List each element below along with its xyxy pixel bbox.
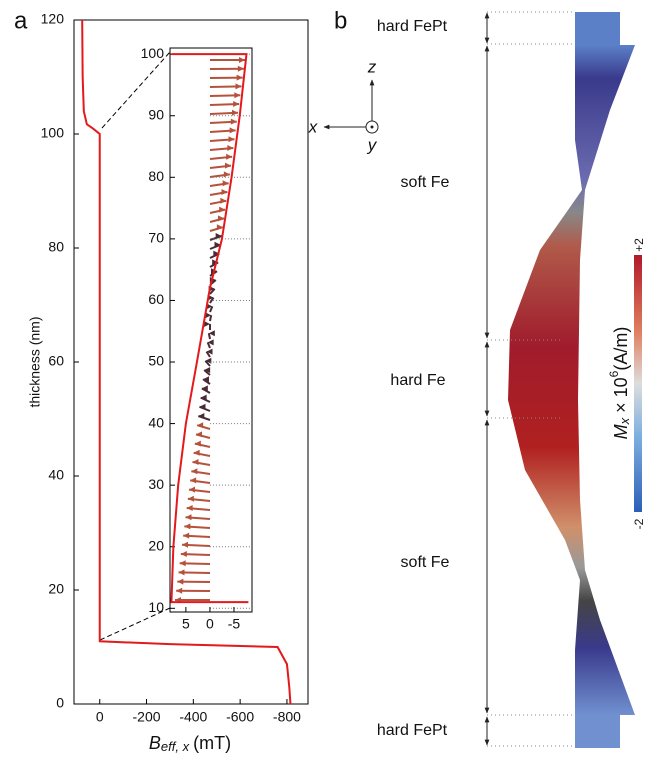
layer-label: hard Fe	[390, 372, 445, 389]
y-tick-label: 60	[48, 353, 64, 369]
colorbar-tick: +2	[632, 238, 645, 252]
y-tick-label: 40	[148, 414, 164, 430]
layer-label: hard FePt	[377, 722, 448, 739]
axis-z: z	[367, 57, 377, 76]
moment-arrow	[209, 333, 210, 339]
layer-label: soft Fe	[401, 174, 450, 191]
y-tick-label: 60	[148, 291, 164, 307]
y-tick-label: 100	[41, 125, 65, 141]
panel-b: b hard FePt soft Fe hard Fe soft Fe hard…	[308, 7, 645, 748]
x-tick-label: 0	[206, 616, 214, 632]
fept-layer	[575, 12, 620, 45]
y-tick-label: 30	[148, 476, 164, 492]
axis-y: y	[367, 135, 378, 154]
y-tick-label: 10	[148, 599, 164, 615]
x-tick-label: -800	[273, 709, 301, 725]
panel-a: a thickness (nm) Beff, x(mT) 0 20 40 60 80 10…	[14, 7, 308, 754]
y-tick-label: 0	[56, 695, 64, 711]
coordinate-axes: z x y	[308, 57, 378, 154]
y-tick-label: 120	[41, 11, 65, 27]
x-tick-label: -5	[228, 616, 241, 632]
x-label-sub: eff, x	[161, 739, 190, 754]
y-tick-label: 40	[48, 467, 64, 483]
y-tick-label: 70	[148, 230, 164, 246]
x-label-main: B	[149, 733, 161, 753]
x-axis-label: Beff, x(mT)	[149, 733, 231, 755]
y-tick-label: 20	[48, 581, 64, 597]
y-axis-label: thickness (nm)	[27, 316, 43, 407]
x-tick-label: -600	[226, 709, 254, 725]
colorbar-tick: -2	[632, 518, 645, 529]
x-tick-label: -200	[133, 709, 161, 725]
colorbar-label: Mx × 106(A/m)	[607, 327, 632, 440]
layer-label: soft Fe	[401, 554, 450, 571]
y-tick-label: 90	[148, 106, 164, 122]
y-tick-label: 50	[148, 353, 164, 369]
panel-label: a	[14, 7, 28, 34]
x-label-unit: (mT)	[193, 733, 231, 753]
cb-mid: × 10	[611, 377, 631, 418]
x-tick-label: -400	[179, 709, 207, 725]
x-tick-label: 0	[96, 709, 104, 725]
moment-arrow	[210, 315, 211, 321]
colorbar	[634, 255, 642, 512]
y-tick-label: 80	[148, 168, 164, 184]
layer-label: hard FePt	[377, 18, 448, 35]
y-tick-label: 80	[48, 239, 64, 255]
cb-main: M	[611, 424, 631, 439]
axis-x: x	[308, 117, 318, 136]
y-tick-label: 20	[148, 537, 164, 553]
y-tick-label: 100	[141, 45, 165, 61]
panel-label: b	[334, 7, 347, 34]
fept-layer	[575, 715, 620, 748]
x-tick-label: 5	[182, 616, 190, 632]
cb-unit: (A/m)	[611, 327, 631, 371]
